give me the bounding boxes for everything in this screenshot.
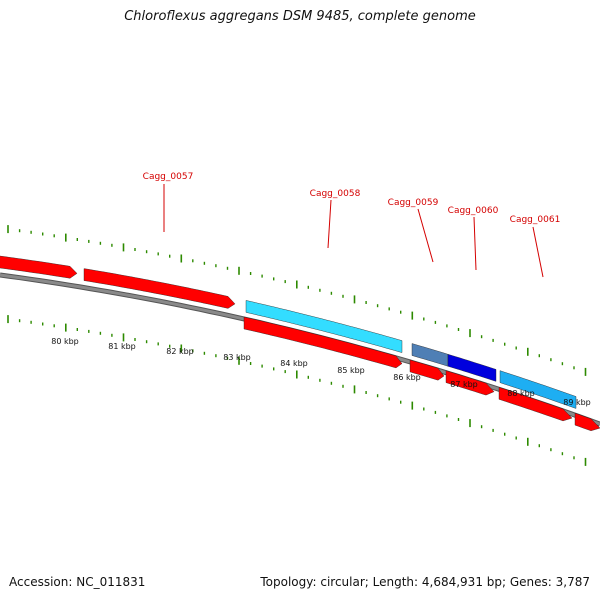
gene-label: Cagg_0060 (448, 206, 499, 216)
accession-text: Accession: NC_011831 (9, 575, 146, 589)
kbp-label: 81 kbp (108, 342, 136, 351)
kbp-label: 83 kbp (223, 353, 251, 362)
cds-arrow (498, 387, 573, 422)
feature-box-skyblue (499, 370, 577, 409)
gene-leader-line (417, 208, 434, 263)
gene-label: Cagg_0058 (310, 189, 361, 199)
kbp-label-group: 80 kbp 81 kbp 82 kbp 83 kbp 84 kbp 85 kbp 86 k… (51, 337, 591, 407)
cds-arrow (574, 412, 600, 432)
gene-leader-line (327, 199, 332, 249)
cds-arrow (243, 316, 403, 369)
gene-leader-line (473, 216, 477, 271)
kbp-label: 80 kbp (51, 337, 79, 346)
kbp-label: 88 kbp (507, 389, 535, 398)
genome-summary-text: Topology: circular; Length: 4,684,931 bp… (260, 575, 590, 589)
kbp-label: 87 kbp (450, 380, 478, 389)
gene-label-group: Cagg_0057 Cagg_0058 Cagg_0059 Cagg_0060 Cagg… (143, 172, 561, 225)
gene-label: Cagg_0057 (143, 172, 194, 182)
kbp-label: 82 kbp (166, 347, 194, 356)
genome-title: Chloroflexus aggregans DSM 9485, complet… (124, 9, 476, 24)
gene-label: Cagg_0061 (510, 215, 561, 225)
cds-arrow (409, 359, 445, 381)
feature-track (0, 255, 600, 432)
feature-box-cyan (245, 300, 403, 353)
kbp-label: 86 kbp (393, 373, 421, 382)
kbp-label: 89 kbp (563, 398, 591, 407)
label-leader-lines (163, 184, 544, 278)
gene-leader-line (532, 226, 544, 278)
kbp-label: 84 kbp (280, 359, 308, 368)
cds-arrow (445, 370, 495, 396)
gene-label: Cagg_0059 (388, 198, 439, 208)
outer-tick-track (7, 225, 587, 376)
feature-box-blue (447, 354, 497, 382)
cds-arrow (83, 268, 236, 309)
kbp-label: 85 kbp (337, 366, 365, 375)
cds-arrow (0, 255, 78, 279)
inner-tick-track (7, 315, 587, 466)
